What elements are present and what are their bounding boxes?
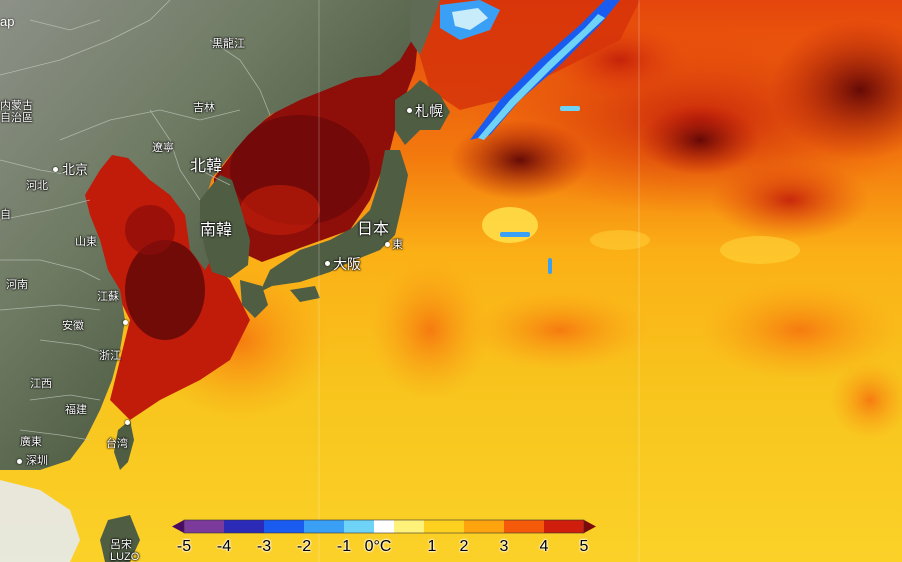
label-south-korea: 南韓 bbox=[200, 222, 233, 239]
legend-tick-label: -5 bbox=[176, 538, 192, 555]
legend-tick-label: 3 bbox=[499, 538, 509, 555]
honshu bbox=[260, 150, 408, 292]
label-anhui: 安徽 bbox=[62, 320, 84, 332]
label-beijing: 北京 bbox=[62, 162, 89, 177]
legend-tick-label: 1 bbox=[427, 538, 437, 555]
legend-arrow-high bbox=[584, 520, 596, 533]
legend-swatch-minus4 bbox=[184, 520, 224, 533]
label-jiangsu: 江蘇 bbox=[97, 291, 119, 303]
legend-swatch-plus1 bbox=[424, 520, 464, 533]
korean-peninsula bbox=[200, 175, 250, 278]
city-dot-taipei bbox=[125, 420, 130, 425]
label-japan: 日本 bbox=[357, 221, 390, 238]
temperature-anomaly-legend: -5 -4 -3 -2 -1 0°C 1 2 3 4 5 bbox=[172, 516, 596, 560]
legend-swatch-minus1 bbox=[304, 520, 344, 533]
label-osaka: 大阪 bbox=[333, 256, 361, 272]
shikoku bbox=[290, 286, 320, 302]
taiwan bbox=[114, 420, 134, 470]
kyushu bbox=[240, 280, 268, 318]
legend-tick-label: 0°C bbox=[364, 538, 392, 555]
legend-tick-label: -2 bbox=[296, 538, 312, 555]
hokkaido bbox=[395, 80, 450, 145]
label-jilin: 吉林 bbox=[193, 102, 215, 114]
legend-swatch-plus2 bbox=[464, 520, 504, 533]
legend-tick-label: 4 bbox=[539, 538, 549, 555]
label-liaoning: 遼寧 bbox=[152, 142, 174, 154]
label-hebei: 河北 bbox=[26, 180, 48, 192]
label-sapporo: 札幌 bbox=[415, 103, 443, 119]
label-taiwan: 台湾 bbox=[106, 438, 128, 450]
city-dot-osaka bbox=[325, 261, 330, 266]
legend-tick-label: -1 bbox=[336, 538, 352, 555]
cloud-patch bbox=[0, 480, 80, 562]
city-dot-tokyo bbox=[385, 242, 390, 247]
city-dot-shanghai bbox=[123, 320, 128, 325]
legend-tick-label: 2 bbox=[459, 538, 469, 555]
admin-borders bbox=[0, 0, 271, 441]
label-jiangxi: 江西 bbox=[30, 378, 52, 390]
label-shenzhen: 深圳 bbox=[26, 455, 48, 467]
sakhalin bbox=[410, 0, 440, 55]
luzon bbox=[100, 515, 140, 562]
label-heilongjiang: 黒龍江 bbox=[212, 38, 245, 50]
label-tokyo: 東 bbox=[392, 239, 403, 251]
legend-swatch-minus2 bbox=[264, 520, 304, 533]
label-henan: 河南 bbox=[6, 279, 28, 291]
city-dot-beijing bbox=[53, 167, 58, 172]
label-guangdong: 廣東 bbox=[20, 436, 42, 448]
legend-swatch-plus3 bbox=[504, 520, 544, 533]
legend-tick-label: 5 bbox=[579, 538, 589, 555]
label-inner-mongolia: 内蒙古 自治區 bbox=[0, 100, 33, 124]
legend-colorbar bbox=[172, 519, 596, 534]
label-north-korea: 北韓 bbox=[190, 158, 223, 175]
legend-swatch-minus0 bbox=[344, 520, 374, 533]
brand-label: ap bbox=[0, 14, 15, 29]
city-dot-sapporo bbox=[407, 108, 412, 113]
label-luzon: 呂宋 LUZO bbox=[110, 539, 140, 562]
legend-tick-label: -3 bbox=[256, 538, 272, 555]
legend-swatch-plus4 bbox=[544, 520, 584, 533]
legend-swatch-minus3 bbox=[224, 520, 264, 533]
city-dot-shenzhen bbox=[17, 459, 22, 464]
label-shandong: 山東 bbox=[75, 236, 97, 248]
legend-tick-label: -4 bbox=[216, 538, 232, 555]
legend-swatch-zero bbox=[374, 520, 394, 533]
legend-swatch-plus0 bbox=[394, 520, 424, 533]
legend-arrow-low bbox=[172, 520, 184, 533]
label-left-edge: 自 bbox=[0, 209, 11, 221]
label-fujian: 福建 bbox=[65, 404, 87, 416]
label-zhejiang: 浙江 bbox=[99, 350, 121, 362]
